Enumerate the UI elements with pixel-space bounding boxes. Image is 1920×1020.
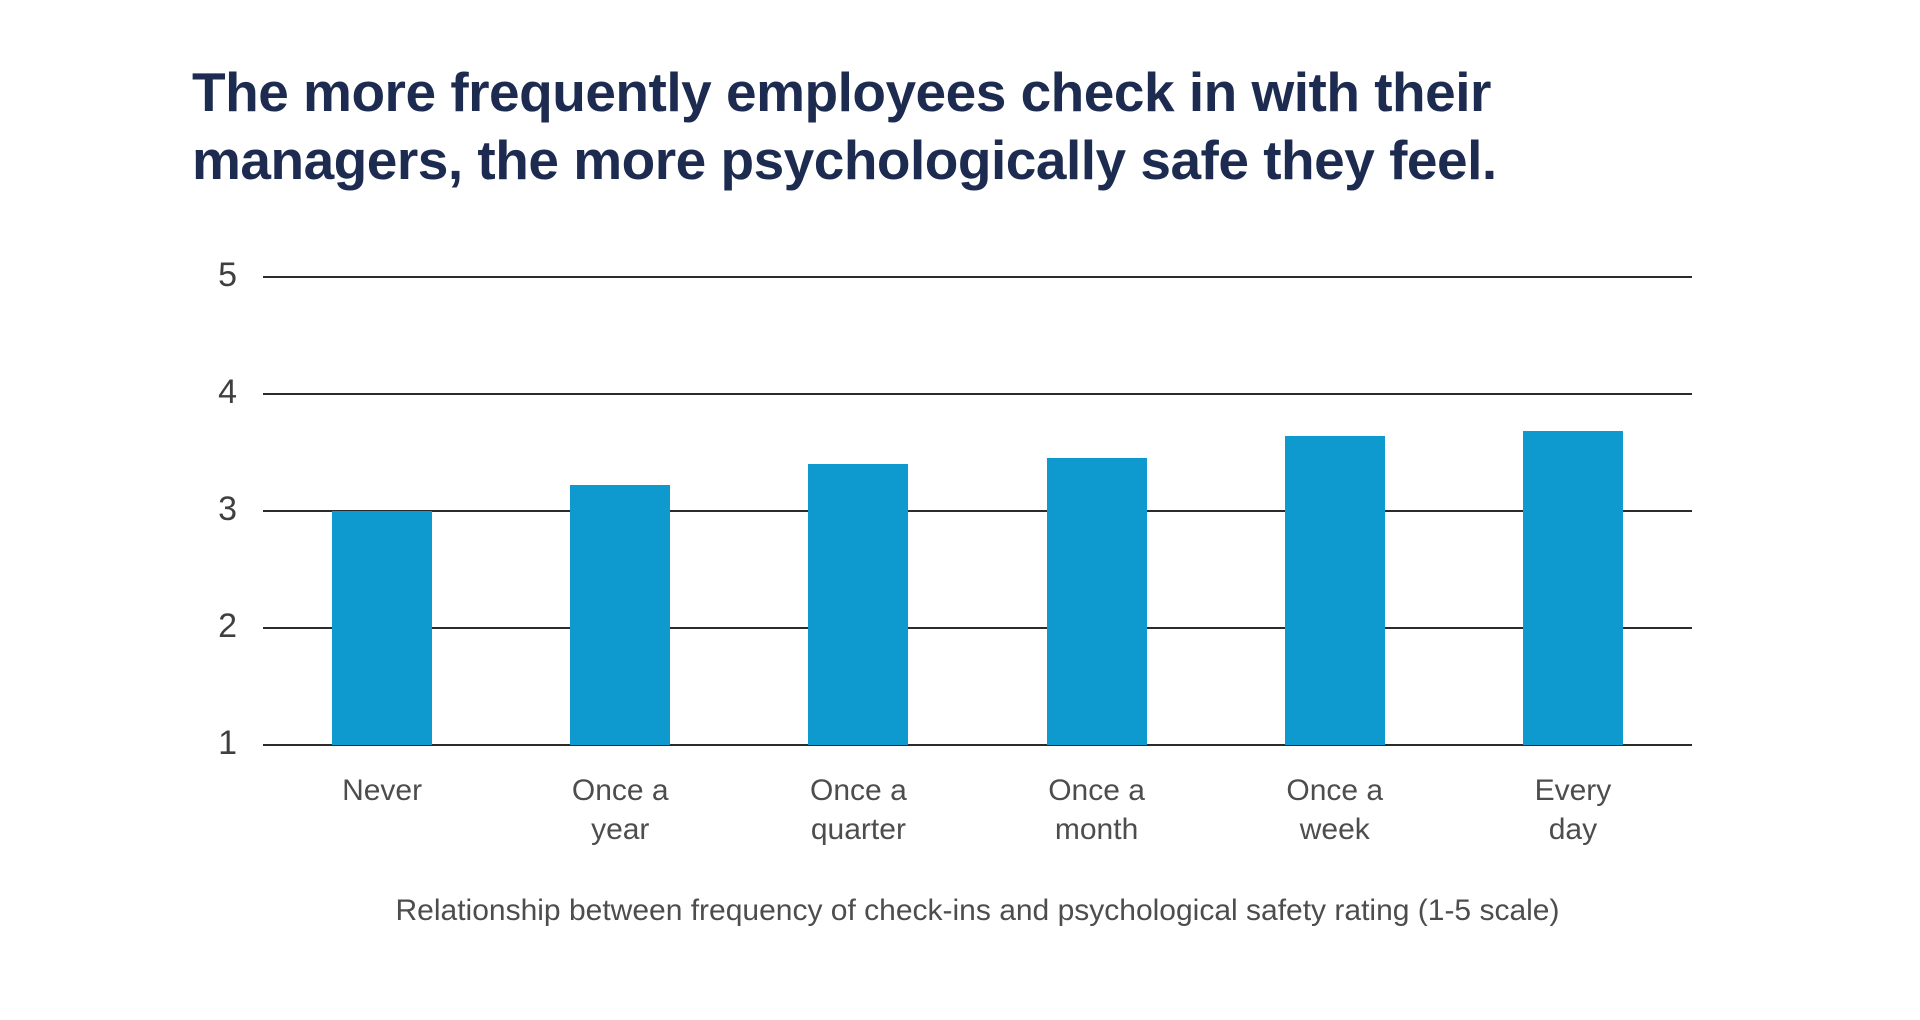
- x-axis-label-once-a-week: Once a week: [1286, 774, 1384, 846]
- gridline-y-4: [263, 393, 1692, 395]
- y-axis-tick-5: 5: [218, 256, 237, 294]
- bar-once-a-month: [1046, 458, 1147, 745]
- x-axis-label-once-a-quarter: Once a quarter: [810, 774, 907, 846]
- gridline-y-1: [263, 744, 1692, 746]
- chart-title: The more frequently employees check in w…: [192, 58, 1497, 194]
- x-axis-label-once-a-year: Once a year: [571, 774, 669, 846]
- x-axis-label-once-a-month: Once a month: [1048, 774, 1145, 846]
- x-axis-label-never: Never: [342, 774, 423, 807]
- y-axis-tick-3: 3: [218, 490, 237, 528]
- bar-once-a-year: [570, 485, 671, 745]
- bar-never: [332, 511, 433, 745]
- gridline-y-3: [263, 510, 1692, 512]
- y-axis-tick-1: 1: [218, 724, 237, 762]
- y-axis-tick-2: 2: [218, 607, 237, 645]
- bar-every-day: [1522, 431, 1623, 745]
- x-axis-label-every-day: Every day: [1534, 774, 1612, 846]
- bar-once-a-week: [1284, 436, 1385, 745]
- gridline-y-2: [263, 627, 1692, 629]
- chart-title-line-2: managers, the more psychologically safe …: [192, 129, 1497, 191]
- plot-area: 5 4 3 2 1 Never Once a year Once a quarter Once …: [218, 256, 1692, 846]
- bar-once-a-quarter: [808, 464, 909, 745]
- chart-caption: Relationship between frequency of check-…: [395, 894, 1560, 927]
- chart-title-line-1: The more frequently employees check in w…: [192, 61, 1491, 123]
- y-axis-tick-4: 4: [218, 373, 237, 411]
- gridline-y-5: [263, 276, 1692, 278]
